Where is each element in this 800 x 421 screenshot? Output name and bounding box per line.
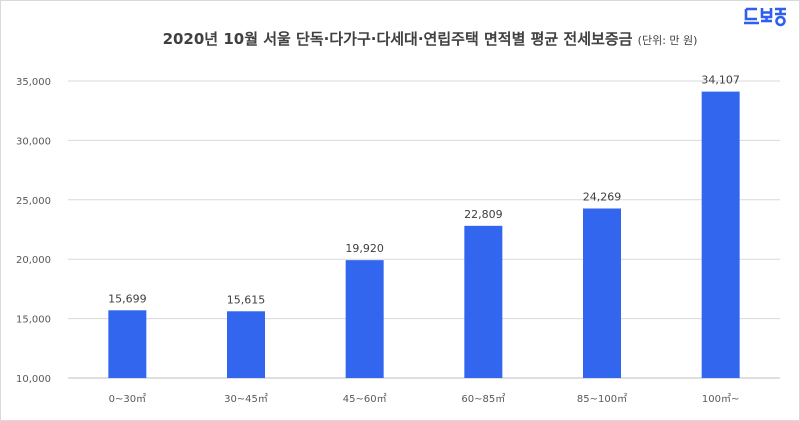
x-tick-label: 100㎡~ [702,393,739,405]
bar [464,225,503,378]
y-tick-label: 30,000 [16,136,51,147]
chart-title: 2020년 10월 서울 단독·다가구·다세대·연립주택 면적별 평균 전세보증… [110,28,750,49]
y-tick-label: 35,000 [16,77,51,88]
data-label: 19,920 [345,242,384,255]
x-tick-label: 30~45㎡ [224,393,268,405]
x-tick-label: 60~85㎡ [461,393,505,405]
bar [583,208,621,378]
data-label: 22,809 [464,208,503,221]
data-label: 34,107 [701,74,740,87]
y-tick-label: 20,000 [16,255,51,266]
data-label: 15,699 [108,292,147,305]
x-tick-label: 45~60㎡ [343,393,387,405]
y-tick-label: 15,000 [16,315,51,326]
data-label: 24,269 [583,190,622,203]
bar [701,91,740,379]
y-tick-label: 10,000 [16,374,51,385]
bar [345,260,384,378]
bar [108,310,147,378]
x-tick-label: 85~100㎡ [577,393,627,405]
y-tick-label: 25,000 [16,196,51,207]
chart-title-text: 2020년 10월 서울 단독·다가구·다세대·연립주택 면적별 평균 전세보증… [162,30,633,48]
data-label: 15,615 [227,293,266,306]
x-tick-label: 0~30㎡ [109,393,146,405]
bar [227,311,265,378]
unit-note: (단위: 만 원) [637,34,698,47]
dabang-logo [744,6,788,32]
